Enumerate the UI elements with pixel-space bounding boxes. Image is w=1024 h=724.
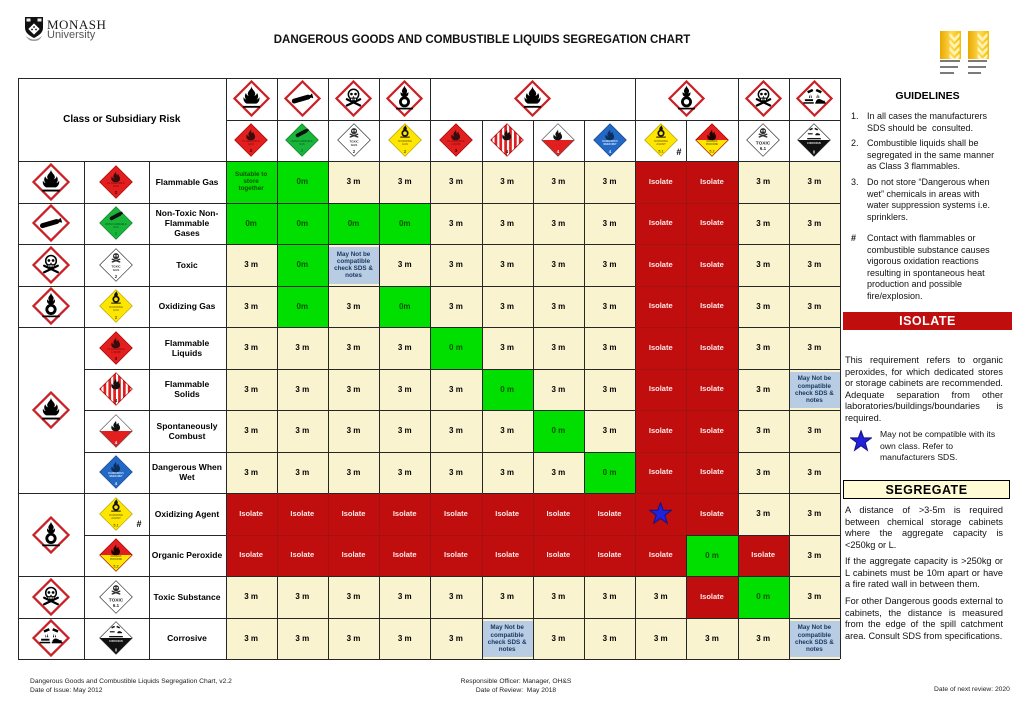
- svg-text:GAS: GAS: [113, 308, 119, 312]
- svg-text:4: 4: [506, 149, 509, 154]
- svg-text:GAS: GAS: [248, 142, 254, 146]
- svg-text:NON-FLAMMABLE: NON-FLAMMABLE: [292, 140, 314, 143]
- svg-text:GAS: GAS: [300, 143, 306, 146]
- svg-text:ORGANIC: ORGANIC: [706, 140, 718, 143]
- svg-text:4: 4: [115, 440, 118, 445]
- svg-text:WHEN WET: WHEN WET: [110, 475, 124, 478]
- svg-text:CORROSIVE: CORROSIVE: [807, 142, 822, 145]
- svg-text:DANGEROUS: DANGEROUS: [602, 140, 618, 143]
- svg-text:2: 2: [115, 190, 118, 195]
- svg-text:FLAMMABLE: FLAMMABLE: [242, 139, 259, 143]
- svg-text:PEROXIDE: PEROXIDE: [110, 558, 123, 561]
- svg-text:2: 2: [115, 274, 118, 279]
- svg-text:FLAMMABLE: FLAMMABLE: [108, 347, 125, 351]
- svg-text:5.1: 5.1: [114, 523, 119, 527]
- svg-text:5.2: 5.2: [709, 150, 714, 154]
- svg-text:FLAMMABLE: FLAMMABLE: [108, 181, 125, 185]
- svg-text:2: 2: [403, 149, 406, 154]
- svg-text:2: 2: [352, 149, 355, 154]
- svg-text:3: 3: [115, 356, 118, 361]
- svg-text:GAS: GAS: [402, 142, 408, 146]
- svg-text:3: 3: [455, 148, 458, 153]
- svg-text:OXIDIZING: OXIDIZING: [109, 513, 123, 517]
- svg-text:GAS: GAS: [113, 184, 119, 188]
- svg-text:GAS: GAS: [113, 268, 120, 272]
- svg-text:DANGEROUS: DANGEROUS: [109, 472, 125, 475]
- svg-text:FLAMMABLE: FLAMMABLE: [447, 139, 464, 143]
- svg-text:OXIDIZING: OXIDIZING: [109, 305, 123, 309]
- svg-text:GAS: GAS: [350, 143, 357, 147]
- svg-text:AGENT: AGENT: [111, 516, 121, 520]
- svg-text:2: 2: [115, 231, 118, 236]
- svg-text:AGENT: AGENT: [656, 142, 666, 146]
- svg-text:LIQUID: LIQUID: [112, 350, 121, 354]
- svg-text:4: 4: [557, 149, 560, 154]
- svg-text:2: 2: [115, 315, 118, 320]
- svg-text:5.1: 5.1: [658, 150, 663, 154]
- svg-text:6.1: 6.1: [113, 603, 120, 608]
- svg-text:ORGANIC: ORGANIC: [111, 555, 123, 558]
- svg-text:TOXIC: TOXIC: [112, 264, 122, 268]
- svg-text:2: 2: [250, 148, 253, 153]
- svg-text:2: 2: [301, 148, 304, 153]
- svg-text:GAS: GAS: [114, 226, 120, 229]
- svg-text:OXIDIZING: OXIDIZING: [398, 139, 412, 143]
- svg-text:OXIDIZING: OXIDIZING: [654, 139, 668, 143]
- svg-text:4: 4: [608, 149, 611, 154]
- svg-text:PEROXIDE: PEROXIDE: [706, 143, 719, 146]
- svg-text:TOXIC: TOXIC: [349, 140, 359, 144]
- svg-text:CORROSIVE: CORROSIVE: [109, 640, 124, 643]
- svg-text:NON-FLAMMABLE: NON-FLAMMABLE: [106, 223, 128, 226]
- svg-text:LIQUID: LIQUID: [451, 142, 460, 146]
- svg-text:6.1: 6.1: [760, 146, 767, 151]
- svg-text:TOXIC: TOXIC: [756, 141, 771, 147]
- svg-text:5.2: 5.2: [114, 565, 119, 569]
- svg-text:4: 4: [115, 398, 118, 403]
- svg-text:WHEN WET: WHEN WET: [603, 143, 617, 146]
- svg-text:8: 8: [813, 150, 816, 155]
- svg-text:TOXIC: TOXIC: [109, 597, 124, 603]
- svg-text:4: 4: [115, 481, 118, 486]
- svg-text:8: 8: [115, 648, 118, 653]
